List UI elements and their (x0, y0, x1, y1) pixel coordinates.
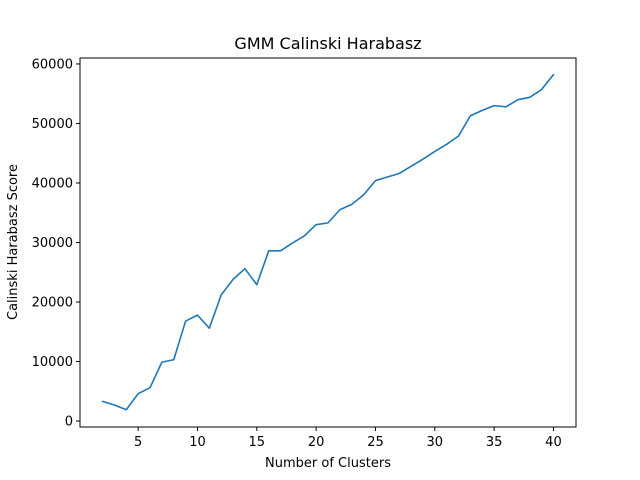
y-tick-label: 30000 (32, 236, 73, 251)
x-tick-label: 35 (486, 435, 503, 450)
y-tick-label: 50000 (32, 117, 73, 132)
y-tick-label: 20000 (32, 296, 73, 311)
x-tick-label: 5 (134, 435, 142, 450)
plot-area (101, 73, 555, 411)
x-tick-label: 40 (545, 435, 562, 450)
axes-frame (79, 57, 577, 428)
x-tick-label: 10 (189, 435, 206, 450)
x-tick-label: 20 (308, 435, 325, 450)
x-tick-label: 25 (367, 435, 384, 450)
y-tick-label: 0 (65, 415, 73, 430)
y-tick-label: 10000 (32, 355, 73, 370)
y-axis-label: Calinski Harabasz Score (6, 164, 21, 320)
x-axis-label: Number of Clusters (265, 456, 391, 471)
chart-title: GMM Calinski Harabasz (234, 34, 421, 53)
axis-ticks: 5 10 15 20 25 30 35 40 0 10000 20000 30000 40000 5000… (32, 57, 562, 450)
y-tick-label: 60000 (32, 57, 73, 72)
y-tick-label: 40000 (32, 176, 73, 191)
x-tick-label: 15 (249, 435, 266, 450)
series-line (101, 73, 555, 411)
x-tick-label: 30 (427, 435, 444, 450)
